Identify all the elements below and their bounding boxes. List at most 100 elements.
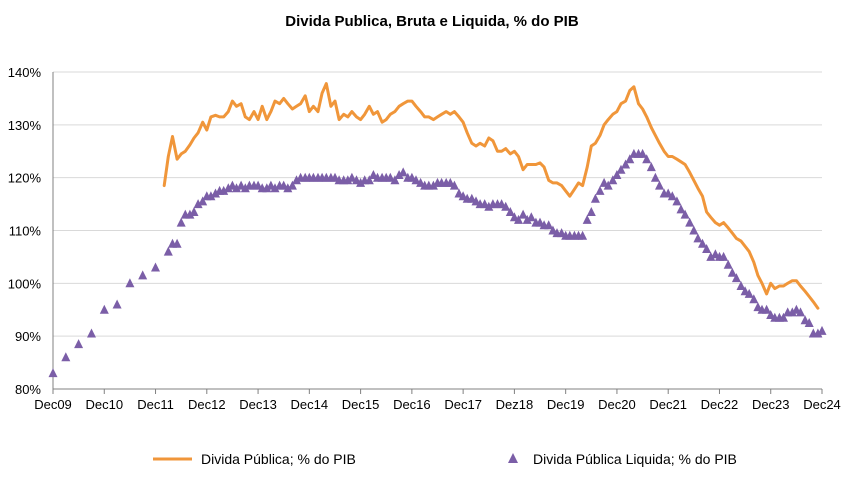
net-debt-point [723, 259, 733, 269]
net-debt-point [356, 177, 366, 187]
net-debt-point [223, 183, 233, 193]
net-debt-point [385, 172, 395, 182]
net-debt-point [61, 352, 71, 362]
net-debt-point [292, 175, 301, 185]
net-debt-point [522, 214, 532, 224]
net-debt-point [586, 207, 596, 216]
net-debt-point [787, 307, 797, 317]
net-debt-point [595, 185, 605, 195]
net-debt-point [544, 220, 554, 230]
x-tick-label: Dec13 [239, 397, 277, 412]
net-debt-point [578, 230, 588, 240]
net-debt-point [112, 299, 122, 309]
net-debt-point [650, 172, 660, 182]
x-axis: Dec09 Dec10 Dec11 Dec12 Dec13 Dec14 Dec15 Dec16… [34, 72, 841, 412]
net-debt-point [796, 307, 805, 317]
net-debt-point [240, 183, 250, 193]
legend-gross-label: Divida Pública; % do PIB [201, 451, 356, 467]
net-debt-point [702, 244, 712, 253]
net-debt-point [762, 304, 772, 314]
y-tick-label: 110% [9, 224, 42, 239]
net-debt-point [638, 148, 648, 158]
net-debt-point [193, 199, 203, 209]
net-debt-point [219, 185, 229, 195]
net-debt-point [484, 201, 494, 211]
net-debt-point [779, 312, 788, 322]
net-debt-point [364, 175, 374, 185]
net-debt-point [813, 328, 823, 338]
x-tick-label: Dec22 [701, 397, 739, 412]
series-net-debt [48, 148, 827, 378]
net-debt-point [176, 217, 186, 227]
x-tick-label: Dec19 [547, 397, 585, 412]
net-debt-point [163, 246, 173, 256]
legend-net-label: Divida Pública Liquida; % do PIB [533, 451, 737, 467]
net-debt-point [270, 183, 280, 193]
net-debt-point [74, 339, 84, 349]
net-debt-point [151, 262, 160, 272]
net-debt-point [343, 175, 353, 185]
chart-title: Divida Publica, Bruta e Liquida, % do PI… [285, 13, 579, 30]
net-debt-point [616, 164, 626, 174]
y-tick-label: 120% [8, 171, 42, 186]
net-debt-point [283, 183, 293, 193]
net-debt-point [189, 207, 199, 216]
legend: Divida Pública; % do PIB Divida Pública … [153, 451, 737, 467]
y-tick-label: 90% [15, 329, 41, 344]
series-gross-debt [162, 82, 820, 310]
net-debt-point [411, 175, 421, 185]
net-debt-point [138, 270, 148, 280]
net-debt-point [603, 180, 613, 190]
net-debt-point [685, 217, 695, 227]
net-debt-point [621, 159, 631, 169]
net-debt-point [749, 294, 759, 304]
x-tick-label: Dec15 [342, 397, 380, 412]
net-debt-point [394, 170, 404, 179]
gross-debt-line [162, 82, 820, 310]
x-tick-label: Dec12 [188, 397, 226, 412]
net-debt-point [689, 225, 699, 235]
net-debt-point [501, 201, 511, 211]
net-debt-point [518, 209, 528, 219]
net-debt-point [428, 180, 438, 190]
net-debt-point [680, 209, 690, 219]
y-tick-label: 80% [15, 382, 41, 397]
y-tick-label: 140% [8, 65, 42, 80]
net-debt-point [817, 325, 827, 335]
net-debt-point [698, 238, 707, 248]
net-debt-point [505, 207, 515, 216]
net-debt-point [744, 288, 754, 298]
net-debt-point [398, 167, 408, 177]
net-debt-point [706, 251, 716, 261]
gridlines [53, 71, 822, 337]
x-tick-label: Dez18 [496, 397, 534, 412]
net-debt-point [206, 191, 216, 201]
net-debt-point [608, 175, 618, 185]
x-tick-label: Dec23 [752, 397, 790, 412]
net-debt-point [287, 180, 297, 190]
net-debt-point [804, 318, 814, 327]
net-debt-point [676, 204, 686, 214]
net-debt-point [719, 251, 729, 261]
net-debt-point [390, 175, 400, 185]
net-debt-point [211, 188, 220, 198]
y-tick-label: 130% [8, 118, 42, 133]
x-tick-label: Dec14 [291, 397, 329, 412]
x-tick-label: Dec16 [393, 397, 431, 412]
net-debt-point [48, 368, 58, 378]
y-axis-ticks: 80% 90% 100% 110% 120% 130% 140% [8, 65, 42, 397]
net-debt-point [172, 238, 182, 248]
legend-net-swatch [508, 453, 518, 463]
net-debt-point [514, 214, 523, 224]
net-debt-point [198, 196, 208, 206]
net-debt-point [642, 154, 652, 164]
x-tick-label: Dec17 [444, 397, 482, 412]
net-debt-point [582, 214, 592, 224]
x-tick-label: Dec09 [34, 397, 72, 412]
net-debt-point [693, 233, 703, 243]
net-debt-point [125, 278, 135, 288]
net-debt-point [612, 170, 622, 179]
x-tick-label: Dec24 [803, 397, 841, 412]
net-debt-point [232, 183, 241, 193]
